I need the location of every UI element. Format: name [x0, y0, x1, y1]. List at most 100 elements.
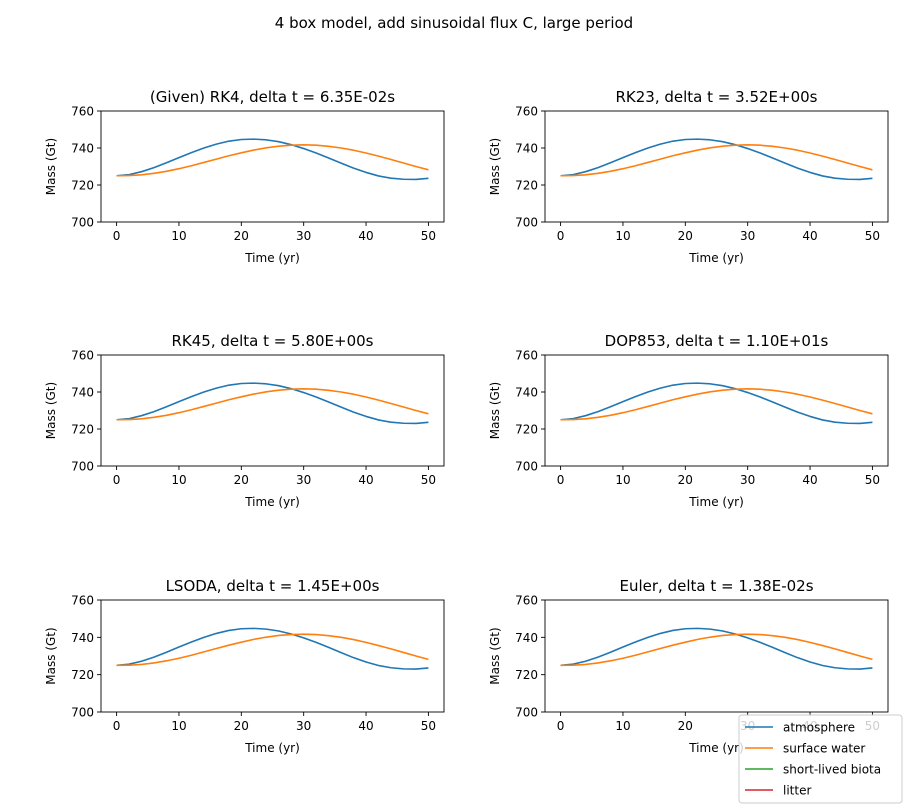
x-tick-label: 0 — [113, 719, 121, 733]
subplot-4: 0 10 20 30 40 50 700 720 740 760 DOP853, delta t =… — [488, 332, 889, 509]
x-tick-label: 20 — [678, 473, 693, 487]
y-tick-label: 740 — [71, 386, 94, 400]
legend-label: atmosphere — [783, 721, 855, 735]
x-tick-label: 10 — [171, 719, 186, 733]
series-line-atmosphere — [560, 138, 873, 181]
x-tick-label: 10 — [615, 229, 630, 243]
figure-title: 4 box model, add sinusoidal flux C, larg… — [275, 14, 633, 32]
series-line-surface-water — [116, 144, 429, 177]
subplot-title: DOP853, delta t = 1.10E+01s — [605, 332, 829, 350]
x-axis-label: Time (yr) — [244, 741, 300, 755]
x-tick-label: 0 — [557, 473, 565, 487]
y-tick-label: 740 — [515, 142, 538, 156]
x-tick-label: 0 — [557, 229, 565, 243]
subplot-title: LSODA, delta t = 1.45E+00s — [166, 577, 380, 595]
series-line-atmosphere — [560, 382, 873, 425]
x-tick-label: 10 — [171, 229, 186, 243]
subplot-title: RK23, delta t = 3.52E+00s — [616, 88, 818, 106]
legend-label: litter — [783, 784, 811, 798]
legend-box — [738, 714, 903, 804]
x-tick-label: 0 — [557, 719, 565, 733]
y-tick-label: 700 — [71, 216, 94, 230]
y-tick-label: 740 — [515, 386, 538, 400]
y-tick-label: 740 — [515, 631, 538, 645]
x-tick-label: 20 — [678, 719, 693, 733]
legend-label: surface water — [783, 742, 865, 756]
legend-label: short-lived biota — [783, 763, 881, 777]
series-line-surface-water — [116, 633, 429, 667]
x-tick-label: 30 — [296, 719, 311, 733]
x-tick-label: 40 — [802, 229, 817, 243]
y-tick-label: 720 — [515, 668, 538, 682]
x-tick-label: 30 — [296, 229, 311, 243]
axes-frame — [544, 110, 889, 223]
x-tick-label: 0 — [113, 229, 121, 243]
x-tick-label: 20 — [234, 229, 249, 243]
subplot-2: 0 10 20 30 40 50 700 720 740 760 RK23, delta t = 3… — [488, 88, 889, 265]
axes-frame — [100, 599, 445, 713]
x-axis-label: Time (yr) — [244, 495, 300, 509]
x-tick-label: 20 — [234, 473, 249, 487]
y-tick-label: 700 — [515, 706, 538, 720]
x-tick-label: 40 — [802, 473, 817, 487]
y-tick-label: 760 — [515, 105, 538, 119]
x-tick-label: 10 — [171, 473, 186, 487]
y-tick-label: 760 — [515, 594, 538, 608]
x-tick-label: 40 — [358, 473, 373, 487]
x-tick-label: 20 — [678, 229, 693, 243]
x-axis-label: Time (yr) — [688, 251, 744, 265]
y-tick-label: 700 — [71, 706, 94, 720]
x-tick-label: 0 — [113, 473, 121, 487]
x-tick-label: 50 — [865, 473, 880, 487]
y-tick-label: 740 — [71, 631, 94, 645]
x-tick-label: 10 — [615, 719, 630, 733]
y-axis-label: Mass (Gt) — [44, 138, 58, 195]
x-axis-label: Time (yr) — [688, 741, 744, 755]
subplot-title: RK45, delta t = 5.80E+00s — [172, 332, 374, 350]
x-tick-label: 30 — [296, 473, 311, 487]
y-tick-label: 700 — [515, 460, 538, 474]
x-tick-label: 30 — [740, 229, 755, 243]
subplot-6: 01020304050700720740760Euler, delta t = … — [488, 577, 889, 755]
series-line-atmosphere — [116, 382, 429, 425]
y-tick-label: 760 — [515, 349, 538, 363]
y-axis-label: Mass (Gt) — [44, 382, 58, 439]
y-tick-label: 720 — [71, 668, 94, 682]
series-line-atmosphere — [116, 138, 429, 181]
y-tick-label: 760 — [71, 594, 94, 608]
series-line-surface-water — [560, 633, 873, 667]
y-axis-label: Mass (Gt) — [488, 627, 502, 684]
axes-frame — [100, 110, 445, 223]
y-tick-label: 760 — [71, 105, 94, 119]
y-tick-label: 720 — [515, 179, 538, 193]
x-tick-label: 30 — [740, 473, 755, 487]
y-tick-label: 720 — [71, 179, 94, 193]
x-tick-label: 50 — [421, 719, 436, 733]
y-tick-label: 760 — [71, 349, 94, 363]
x-axis-label: Time (yr) — [688, 495, 744, 509]
x-tick-label: 40 — [358, 719, 373, 733]
series-line-surface-water — [560, 388, 873, 421]
subplot-5: 0 10 20 30 40 50 700 720 740 760 LSODA, delta t = … — [44, 577, 445, 755]
y-tick-label: 740 — [71, 142, 94, 156]
legend: atmosphere surface water short-lived biota… — [738, 714, 903, 804]
axes-frame — [100, 354, 445, 467]
x-tick-label: 50 — [421, 473, 436, 487]
y-tick-label: 720 — [71, 423, 94, 437]
y-axis-label: Mass (Gt) — [488, 138, 502, 195]
x-tick-label: 50 — [421, 229, 436, 243]
subplot-3: 0 10 20 30 40 50 700 720 740 760 RK45, delta t = 5… — [44, 332, 445, 509]
subplot-1: 0 10 20 30 40 50 700 720 740 760 (Given) RK4, delt… — [44, 88, 445, 265]
x-tick-label: 10 — [615, 473, 630, 487]
subplot-title: Euler, delta t = 1.38E-02s — [619, 577, 813, 595]
y-tick-label: 700 — [71, 460, 94, 474]
series-line-atmosphere — [560, 627, 873, 670]
subplots: 0 10 20 30 40 50 700 720 740 760 (Given) RK4, delt… — [44, 88, 889, 755]
x-axis-label: Time (yr) — [244, 251, 300, 265]
series-line-surface-water — [560, 144, 873, 177]
y-tick-label: 720 — [515, 423, 538, 437]
x-tick-label: 40 — [358, 229, 373, 243]
x-tick-label: 50 — [865, 229, 880, 243]
axes-frame — [544, 354, 889, 467]
